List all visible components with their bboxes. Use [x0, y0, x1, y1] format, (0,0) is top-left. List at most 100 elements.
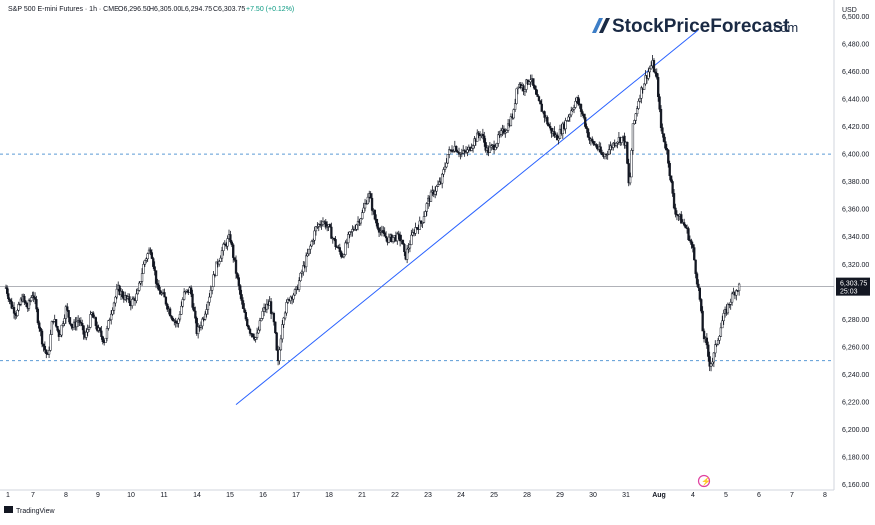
brand-name: StockPriceForecast [612, 16, 790, 37]
candle-body [100, 330, 103, 337]
candle [269, 298, 273, 319]
candle [672, 189, 676, 210]
candle-body [722, 313, 725, 322]
candle [297, 277, 301, 292]
candle-body [140, 273, 144, 282]
candle [620, 137, 623, 146]
x-tick-label: Aug [652, 492, 666, 499]
candle [630, 148, 633, 178]
candle [159, 286, 162, 295]
candle-body [42, 343, 45, 347]
candle-body [714, 344, 717, 354]
candle [581, 109, 584, 117]
candle-body [317, 223, 320, 227]
candle [292, 292, 295, 303]
candle-body [220, 250, 224, 259]
candle [163, 288, 166, 298]
ohlc-high: H6,305.00 [149, 6, 181, 13]
candle-body [595, 144, 598, 148]
candle [205, 304, 208, 318]
candle [362, 202, 365, 214]
candle [54, 319, 58, 328]
candle-body [24, 300, 27, 304]
candle-body [690, 240, 693, 245]
candle-body [275, 332, 278, 351]
candle-body [730, 293, 734, 303]
candle-body [170, 315, 173, 319]
candle [25, 302, 28, 308]
candle-body [463, 150, 466, 152]
candle [473, 135, 476, 149]
horizontal-levels [0, 153, 834, 362]
candle-body [195, 317, 198, 334]
candle-body [279, 338, 283, 351]
candle [108, 317, 111, 321]
candle [582, 113, 585, 120]
candle-body [16, 310, 19, 316]
candle [595, 143, 598, 150]
candle-body [234, 259, 238, 274]
candle-body [670, 175, 673, 182]
candle-body [391, 237, 395, 242]
x-tick-label: 7 [790, 492, 794, 499]
candle [456, 149, 459, 153]
candle-body [75, 321, 78, 328]
candle [63, 314, 66, 327]
candle [695, 271, 699, 288]
candle [351, 225, 354, 237]
candle-body [50, 321, 54, 335]
candle-body [314, 226, 318, 232]
candle [441, 173, 444, 189]
candle [309, 244, 312, 254]
candle [668, 160, 671, 181]
candle-body [442, 169, 445, 175]
candle-body [570, 110, 573, 116]
candle [664, 136, 667, 151]
tradingview-logo[interactable]: TradingView [4, 506, 55, 515]
y-tick-label: 6,260.00 [842, 344, 869, 351]
candle [168, 306, 172, 317]
candle [112, 301, 116, 315]
candle [470, 143, 473, 152]
y-tick-label: 6,360.00 [842, 207, 869, 214]
candle-body [455, 145, 458, 152]
candle [600, 149, 604, 156]
candle-body [665, 147, 668, 151]
candle [222, 242, 225, 256]
candle [38, 320, 41, 333]
candle-body [230, 241, 233, 246]
candle-body [85, 331, 88, 338]
candle-body [86, 329, 89, 333]
candle-body [342, 254, 346, 258]
candle-body [407, 247, 410, 250]
candle-body [525, 79, 528, 90]
candle-body [335, 246, 339, 248]
candle-body [553, 131, 556, 137]
candle [115, 283, 118, 300]
candle [628, 172, 632, 186]
candle-body [422, 216, 426, 223]
candle-body [244, 312, 247, 320]
candle-body [737, 283, 741, 291]
candle-body [82, 325, 85, 335]
candle [568, 113, 571, 122]
candle [45, 349, 48, 359]
candle-body [104, 337, 107, 343]
candle [662, 133, 666, 143]
candle [564, 117, 567, 134]
candle [211, 286, 214, 295]
candle [52, 321, 55, 325]
candle-body [684, 224, 687, 229]
candle [293, 288, 297, 296]
x-tick-label: 25 [490, 492, 498, 499]
event-marker[interactable]: ⚡ [697, 474, 711, 488]
x-tick-label: 7 [31, 492, 35, 499]
candle-body [369, 193, 372, 199]
candle [584, 113, 587, 129]
candle-body [138, 282, 141, 291]
candle-body [543, 111, 546, 118]
candle-body [502, 128, 506, 134]
candle-body [691, 244, 694, 248]
candle [652, 58, 656, 73]
